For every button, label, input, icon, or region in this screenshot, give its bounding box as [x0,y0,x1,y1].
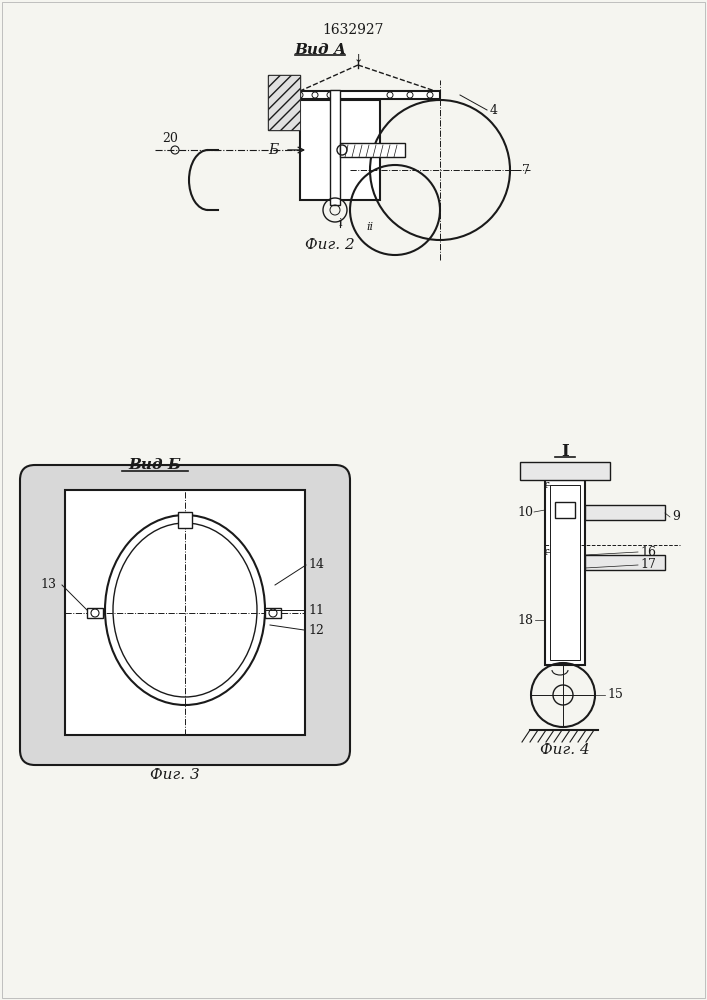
Text: i: i [338,218,341,228]
Text: Б: Б [268,143,278,157]
Text: 20: 20 [162,131,178,144]
Bar [545,480,585,665]
Text: 15: 15 [607,688,623,702]
FancyBboxPatch shape [20,465,350,765]
Text: Фиг. 4: Фиг. 4 [540,743,590,757]
Text: 14: 14 [308,558,324,572]
Bar [178,512,192,528]
Text: r: r [544,480,549,490]
Bar [550,485,580,660]
Text: 16: 16 [640,546,656,558]
Text: I: I [561,444,569,460]
Bar [585,505,665,520]
Bar [295,91,440,99]
Text: Вид А: Вид А [294,43,346,57]
Text: 9: 9 [672,510,680,524]
Bar [340,143,405,157]
Text: 12: 12 [308,624,324,637]
Bar [520,462,610,480]
Bar [555,502,575,518]
Text: r: r [544,547,549,557]
Bar [268,75,300,130]
Text: 17: 17 [640,558,656,572]
Text: 4: 4 [490,104,498,116]
Bar [585,555,665,570]
Text: Фиг. 3: Фиг. 3 [150,768,200,782]
Text: 13: 13 [40,578,56,591]
Text: Фиг. 2: Фиг. 2 [305,238,355,252]
Text: 18: 18 [517,613,533,626]
Bar [87,608,103,618]
Bar [300,100,380,200]
Text: ↓: ↓ [354,54,363,64]
Bar [268,75,300,130]
Text: 11: 11 [308,603,324,616]
Text: 7: 7 [522,163,530,176]
Text: ii: ii [366,222,373,232]
Bar [330,90,340,205]
Text: 1632927: 1632927 [322,23,384,37]
Text: 10: 10 [517,506,533,518]
Bar [265,608,281,618]
Bar [65,490,305,735]
Text: Вид Б: Вид Б [129,458,182,472]
